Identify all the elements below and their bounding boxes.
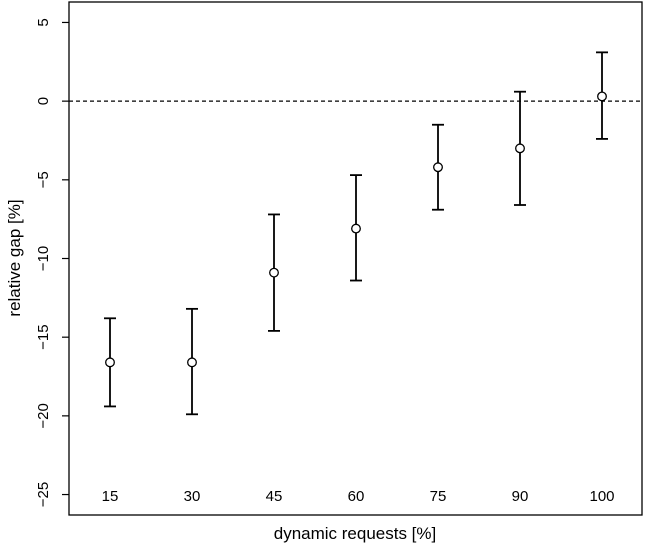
data-point [269, 267, 279, 278]
x-tick-label: 75 [430, 488, 447, 505]
data-point [105, 357, 115, 368]
x-tick-label: 30 [184, 488, 201, 505]
x-tick-labels: 15 30 45 60 75 90 100 [102, 488, 615, 505]
y-tick-label: 0 [35, 97, 52, 105]
data-point [515, 143, 525, 154]
x-tick-label: 45 [266, 488, 283, 505]
y-tick-label: 5 [35, 18, 52, 26]
x-tick-label: 15 [102, 488, 119, 505]
y-tick-label: −15 [35, 324, 52, 349]
x-tick-label: 100 [589, 488, 614, 505]
x-axis-title: dynamic requests [%] [274, 524, 437, 543]
data-point [597, 91, 607, 102]
y-axis-title: relative gap [%] [5, 199, 24, 316]
y-tick-label: −5 [35, 171, 52, 188]
x-tick-label: 90 [512, 488, 529, 505]
y-tick-label: −25 [35, 482, 52, 507]
data-marks [104, 51, 608, 416]
y-axis: −25 −20 −15 −10 −5 0 5 [35, 18, 69, 507]
data-point [433, 162, 443, 173]
data-point [351, 223, 361, 234]
y-tick-label: −10 [35, 246, 52, 271]
x-tick-label: 60 [348, 488, 365, 505]
y-tick-label: −20 [35, 403, 52, 428]
data-point [187, 357, 197, 368]
